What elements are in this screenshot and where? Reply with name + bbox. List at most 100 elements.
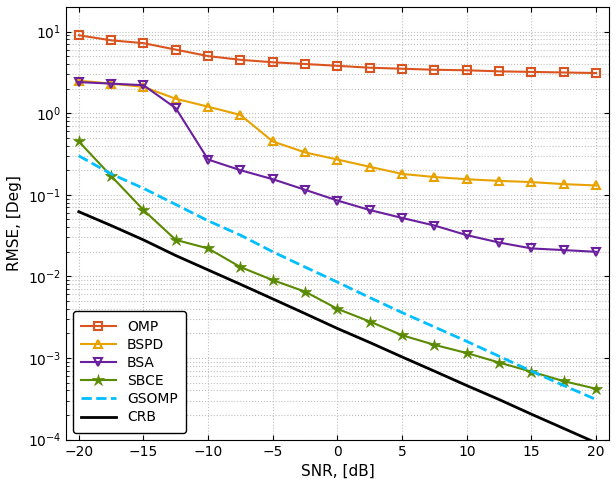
GSOMP (107, 171, 115, 177)
BSPD (528, 179, 535, 185)
OMP (528, 69, 535, 75)
SBCE (593, 386, 600, 392)
CRB (366, 340, 373, 346)
BSA (560, 247, 567, 253)
GSOMP (237, 232, 244, 238)
SBCE (140, 207, 147, 213)
BSA (366, 207, 373, 213)
CRB (172, 253, 179, 259)
Line: GSOMP: GSOMP (79, 156, 596, 399)
SBCE (399, 332, 406, 338)
GSOMP (269, 249, 277, 255)
BSPD (334, 156, 341, 162)
CRB (75, 209, 83, 215)
GSOMP (75, 153, 83, 159)
CRB (560, 426, 567, 432)
GSOMP (140, 185, 147, 191)
OMP (301, 61, 309, 67)
OMP (334, 63, 341, 69)
BSPD (431, 174, 438, 180)
BSA (140, 82, 147, 88)
SBCE (75, 139, 83, 144)
OMP (107, 37, 115, 43)
SBCE (107, 173, 115, 179)
CRB (399, 354, 406, 360)
GSOMP (301, 264, 309, 270)
BSA (269, 176, 277, 182)
SBCE (172, 237, 179, 243)
OMP (463, 68, 471, 73)
CRB (528, 411, 535, 417)
GSOMP (334, 279, 341, 285)
SBCE (301, 289, 309, 295)
BSA (75, 79, 83, 85)
BSPD (495, 178, 503, 184)
SBCE (528, 369, 535, 375)
BSA (593, 249, 600, 255)
Line: BSA: BSA (75, 78, 600, 256)
OMP (237, 57, 244, 63)
SBCE (495, 360, 503, 365)
Line: OMP: OMP (75, 31, 600, 77)
CRB (495, 397, 503, 402)
SBCE (560, 378, 567, 384)
BSPD (107, 81, 115, 87)
OMP (172, 47, 179, 52)
Line: BSPD: BSPD (75, 76, 600, 190)
OMP (560, 69, 567, 75)
BSPD (301, 150, 309, 156)
BSPD (560, 181, 567, 187)
SBCE (334, 306, 341, 312)
OMP (75, 33, 83, 38)
BSPD (75, 78, 83, 84)
SBCE (431, 342, 438, 348)
BSPD (366, 164, 373, 170)
GSOMP (366, 295, 373, 300)
Y-axis label: RMSE, [Deg]: RMSE, [Deg] (7, 175, 22, 271)
SBCE (237, 264, 244, 270)
CRB (237, 281, 244, 287)
SBCE (366, 319, 373, 325)
BSA (463, 232, 471, 238)
GSOMP (399, 310, 406, 315)
BSA (237, 167, 244, 173)
OMP (140, 40, 147, 46)
Legend: OMP, BSPD, BSA, SBCE, GSOMP, CRB: OMP, BSPD, BSA, SBCE, GSOMP, CRB (73, 311, 186, 433)
GSOMP (593, 397, 600, 402)
BSPD (593, 183, 600, 189)
SBCE (269, 277, 277, 283)
BSA (528, 245, 535, 251)
GSOMP (172, 202, 179, 208)
CRB (205, 267, 212, 273)
Line: SBCE: SBCE (73, 135, 602, 395)
GSOMP (528, 368, 535, 374)
BSPD (140, 84, 147, 90)
BSA (399, 215, 406, 221)
BSA (495, 240, 503, 245)
SBCE (205, 245, 212, 251)
BSA (205, 156, 212, 162)
BSPD (399, 171, 406, 177)
GSOMP (205, 218, 212, 224)
OMP (205, 53, 212, 59)
SBCE (463, 350, 471, 356)
CRB (107, 223, 115, 228)
CRB (334, 326, 341, 331)
OMP (431, 67, 438, 73)
GSOMP (463, 338, 471, 344)
Line: CRB: CRB (79, 212, 596, 443)
CRB (301, 311, 309, 316)
BSPD (205, 104, 212, 110)
OMP (399, 66, 406, 71)
BSPD (172, 96, 179, 102)
CRB (593, 440, 600, 446)
CRB (269, 296, 277, 302)
X-axis label: SNR, [dB]: SNR, [dB] (301, 464, 375, 479)
BSPD (269, 139, 277, 144)
BSA (301, 187, 309, 193)
CRB (463, 382, 471, 388)
BSA (172, 105, 179, 111)
BSA (107, 81, 115, 87)
OMP (366, 65, 373, 70)
BSPD (463, 176, 471, 182)
